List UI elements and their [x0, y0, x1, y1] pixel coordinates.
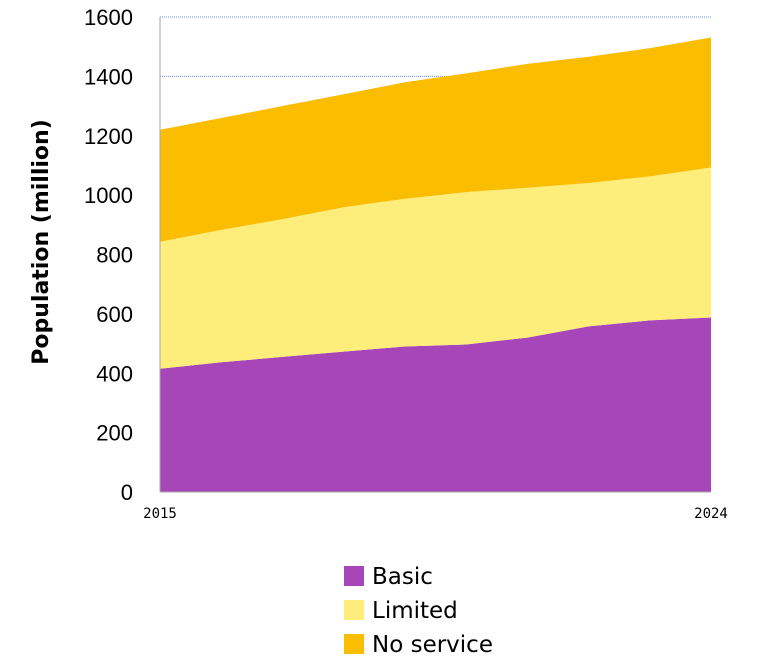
y-tick-label-0: 0: [121, 480, 133, 505]
axes: [159, 17, 711, 493]
y-tick-label-1600: 1600: [84, 5, 133, 30]
x-tick-label-2024: 2024: [694, 506, 728, 522]
legend-label-basic: Basic: [372, 564, 433, 590]
y-tick-label-400: 400: [96, 361, 133, 386]
y-tick-label-200: 200: [96, 421, 133, 446]
legend: Basic Limited No service: [344, 564, 493, 658]
area-basic: [160, 317, 711, 492]
y-tick-label-600: 600: [96, 302, 133, 327]
y-tick-label-800: 800: [96, 243, 133, 268]
legend-swatch-limited: [344, 600, 364, 620]
y-tick-label-1200: 1200: [84, 124, 133, 149]
x-tick-label-2015: 2015: [143, 506, 177, 522]
area-limited: [160, 167, 711, 369]
y-axis-title: Population (million): [29, 119, 54, 365]
area-series: [160, 37, 711, 492]
legend-swatch-no-service: [344, 634, 364, 654]
x-tick-labels: 2015 2024: [143, 506, 728, 522]
legend-swatch-basic: [344, 566, 364, 586]
legend-label-limited: Limited: [372, 598, 458, 624]
area-no-service: [160, 37, 711, 242]
y-tick-label-1400: 1400: [84, 64, 133, 89]
y-tick-label-1000: 1000: [84, 183, 133, 208]
legend-label-no-service: No service: [372, 632, 493, 658]
y-tick-labels: 0 200 400 600 800 1000 1200 1400 1600: [84, 5, 133, 505]
